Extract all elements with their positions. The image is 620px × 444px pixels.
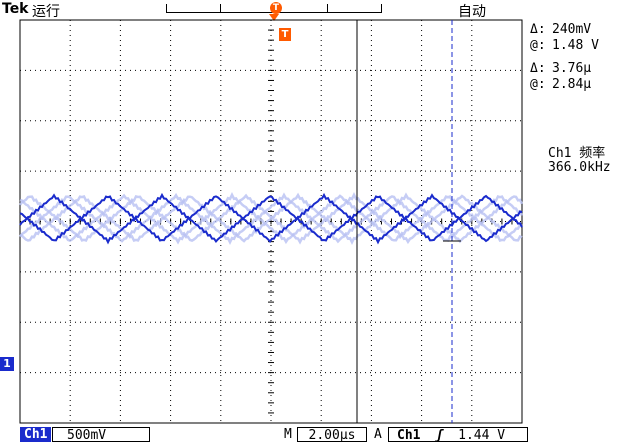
measurement-value: 366.0kHz xyxy=(548,160,611,175)
run-state: 运行 xyxy=(32,4,60,20)
ghost-trace xyxy=(18,191,523,245)
measurement-label: Ch1 频率 xyxy=(548,146,606,161)
main-trace-b xyxy=(19,192,523,245)
timebase-value: 2.00μs xyxy=(297,427,367,443)
trigger-slope-icon: ʃ xyxy=(435,428,444,443)
ch1-ground-marker-icon[interactable]: 1 xyxy=(0,357,14,371)
trigger-point-icon[interactable]: T xyxy=(279,28,291,41)
trigger-source: Ch1 xyxy=(397,428,421,443)
main-trace-a xyxy=(19,192,523,245)
brand-logo: Tek xyxy=(2,1,29,17)
trigger-readout: Ch1 ʃ 1.44 V xyxy=(388,427,528,443)
channel-scale: 500mV xyxy=(52,427,150,443)
channel-tag[interactable]: Ch1 xyxy=(20,427,52,442)
time-at-readout: @: 2.84μ xyxy=(530,77,592,92)
trigger-position-icon: T xyxy=(270,2,282,14)
main-timebase-label: M xyxy=(284,427,292,442)
top-status-bar: Tek 运行 T T 自动 xyxy=(0,0,620,41)
ch1-waveform xyxy=(18,191,524,246)
amplitude-at-readout: @: 1.48 V xyxy=(530,38,599,53)
graticule-grid xyxy=(19,19,522,424)
bottom-status-bar: Ch1 500mV M 2.00μs A Ch1 ʃ 1.44 V xyxy=(0,425,620,444)
trigger-level: 1.44 V xyxy=(458,428,506,443)
ghost-trace xyxy=(19,191,523,245)
trigger-position-arrow-icon xyxy=(269,14,279,21)
trigger-mode: 自动 xyxy=(458,4,486,20)
acquisition-label: A xyxy=(374,427,382,442)
amplitude-delta-readout: Δ: 240mV xyxy=(530,22,592,37)
time-delta-readout: Δ: 3.76μ xyxy=(530,61,592,76)
